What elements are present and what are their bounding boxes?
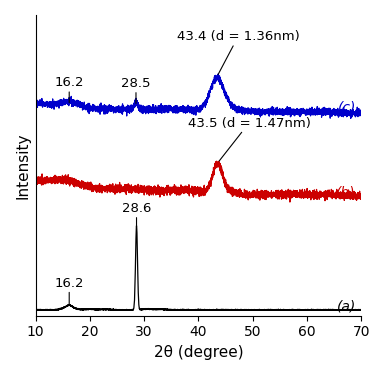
Text: 43.5 (d = 1.47nm): 43.5 (d = 1.47nm) (187, 117, 310, 161)
Text: 43.4 (d = 1.36nm): 43.4 (d = 1.36nm) (177, 30, 300, 74)
Y-axis label: Intensity: Intensity (15, 132, 30, 199)
X-axis label: 2θ (degree): 2θ (degree) (154, 345, 243, 360)
Text: 28.5: 28.5 (121, 77, 151, 104)
Text: (c): (c) (337, 101, 356, 115)
Text: 16.2: 16.2 (54, 277, 84, 304)
Text: 28.6: 28.6 (122, 202, 151, 226)
Text: 16.2: 16.2 (54, 76, 84, 103)
Text: (b): (b) (336, 185, 356, 199)
Text: (a): (a) (336, 300, 356, 314)
